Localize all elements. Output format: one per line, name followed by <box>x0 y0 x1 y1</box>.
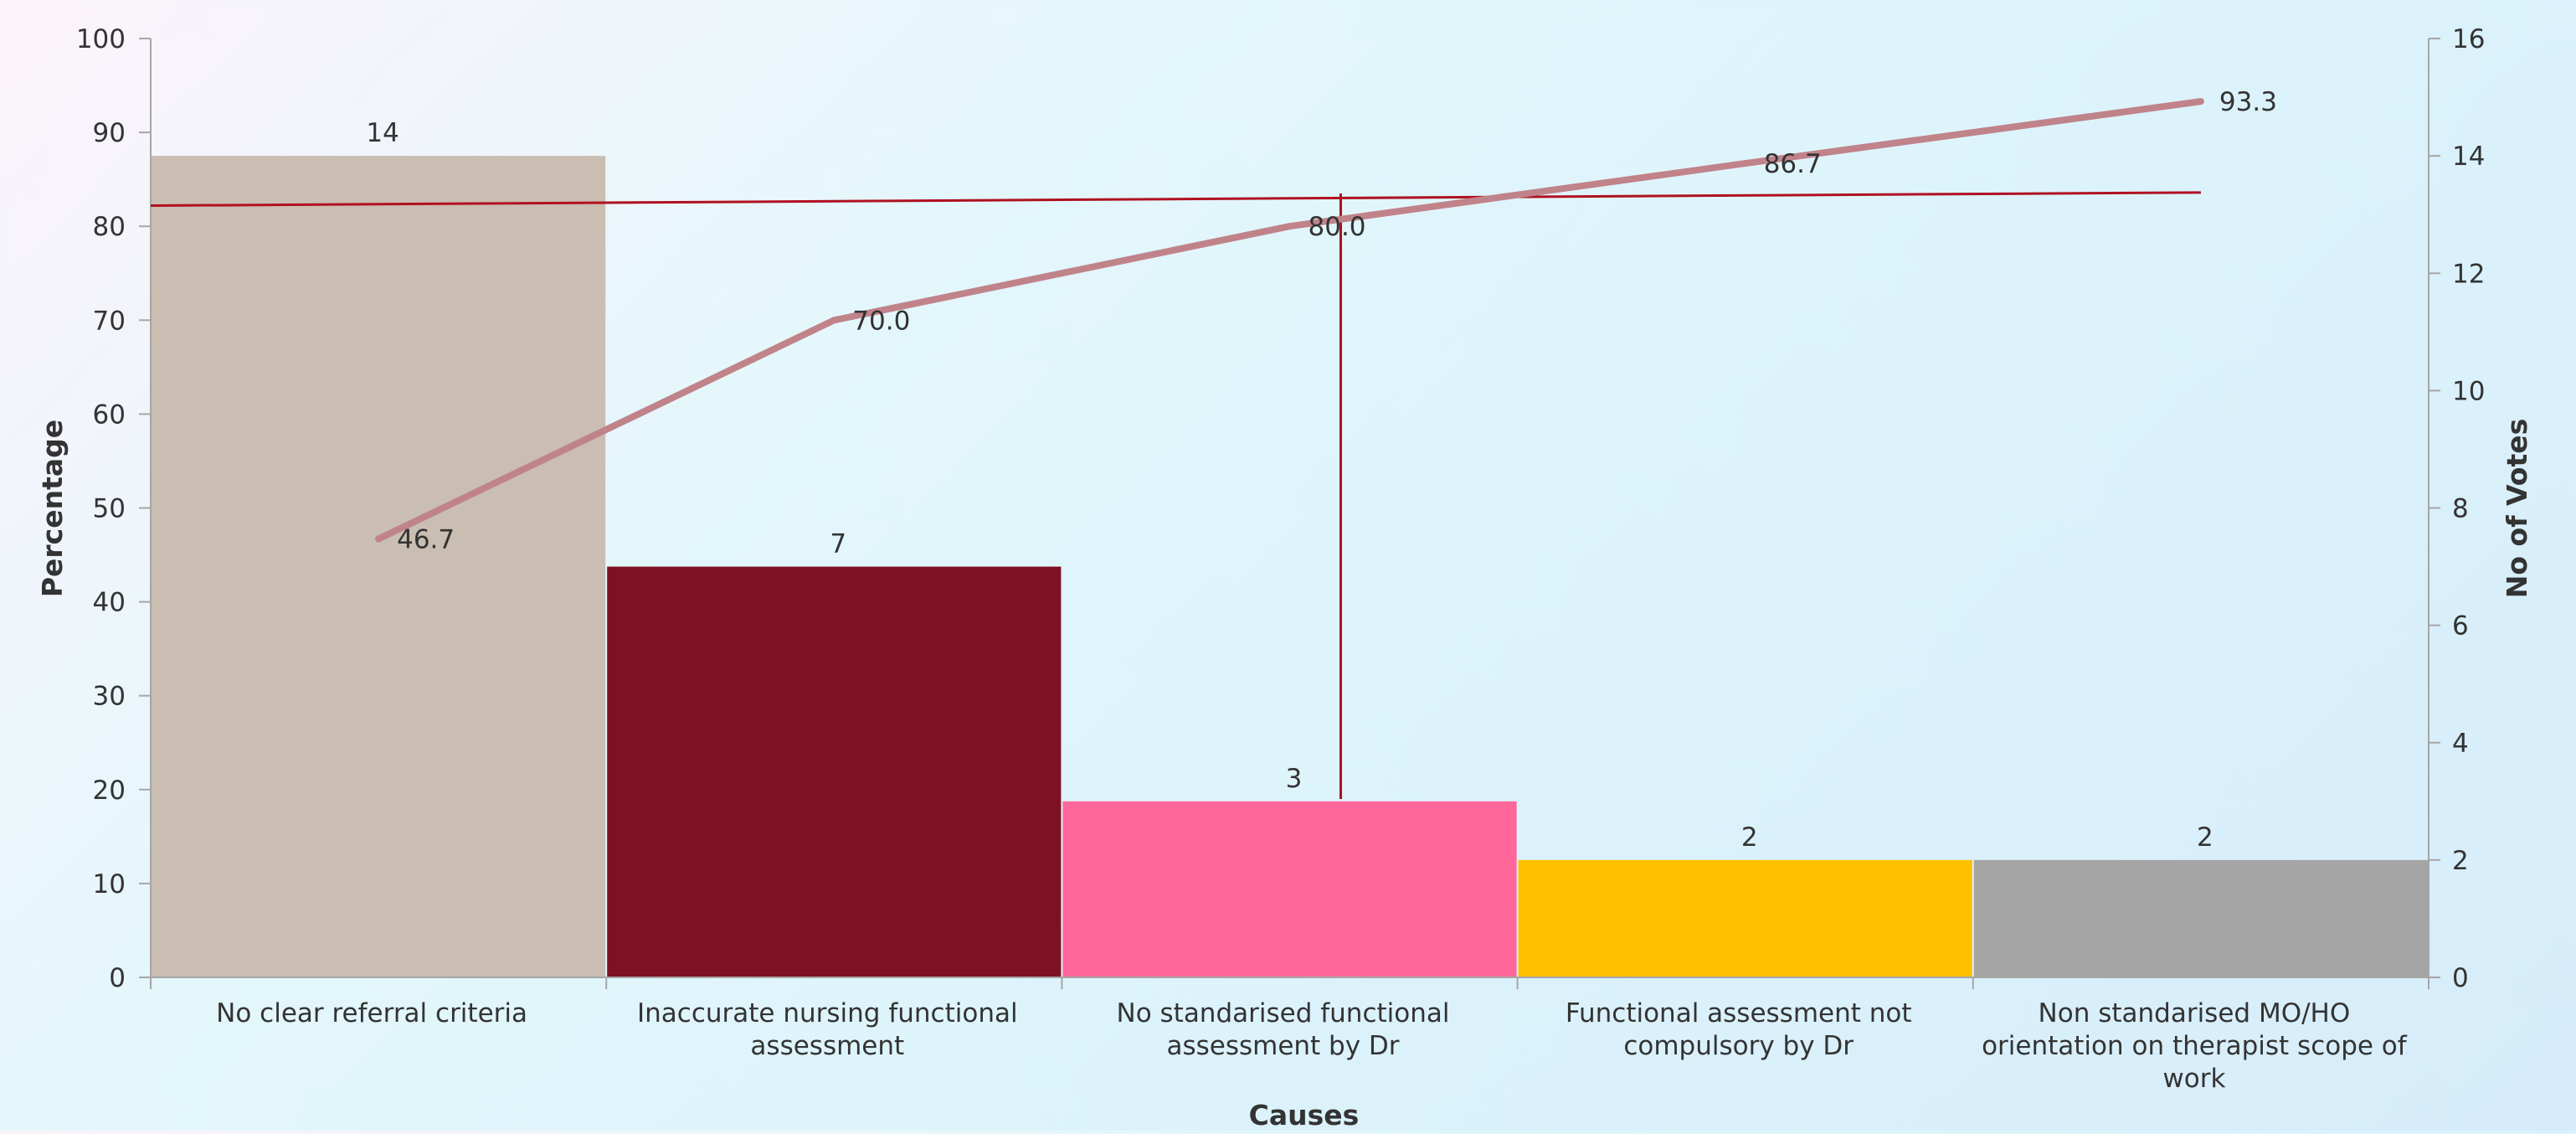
reference-layer <box>150 191 2201 800</box>
cumulative-label-1: 46.7 <box>397 524 455 554</box>
left-tick-label: 70 <box>93 306 126 336</box>
reference-line <box>150 191 2201 208</box>
bar-5 <box>1973 859 2428 977</box>
cumulative-line-layer <box>375 98 2204 543</box>
category-label-line: orientation on therapist scope of <box>1982 1031 2408 1061</box>
bar-value-label-2: 7 <box>830 529 846 559</box>
cumulative-point-3 <box>1286 223 1293 230</box>
category-label-line: No standarised functional <box>1117 998 1450 1028</box>
category-label-3: No standarised functional assessment by D… <box>1117 998 1450 1061</box>
left-tick-label: 90 <box>93 118 126 148</box>
bar-value-label-1: 14 <box>366 118 398 148</box>
category-label-line: compulsory by Dr <box>1623 1031 1854 1061</box>
right-tick-label: 16 <box>2452 24 2485 54</box>
cumulative-point-1 <box>375 535 383 543</box>
right-tick-label: 2 <box>2452 846 2469 876</box>
cumulative-label-4: 86.7 <box>1764 149 1822 179</box>
left-tick-label: 40 <box>93 588 126 618</box>
left-axis-title: Percentage <box>36 420 69 597</box>
bars-layer <box>152 156 2428 977</box>
bar-3 <box>1062 801 1517 977</box>
cumulative-point-2 <box>830 317 838 324</box>
right-tick-label: 6 <box>2452 611 2469 642</box>
left-tick-label: 20 <box>93 776 126 806</box>
right-tick-label: 4 <box>2452 729 2469 759</box>
left-tick-label: 50 <box>93 494 126 524</box>
category-label-1: No clear referral criteria <box>216 998 527 1028</box>
left-tick-label: 30 <box>93 682 126 712</box>
bar-value-label-4: 2 <box>1741 822 1758 853</box>
cumulative-label-2: 70.0 <box>852 306 910 336</box>
right-tick-label: 14 <box>2452 142 2485 172</box>
left-tick-label: 0 <box>109 963 126 993</box>
category-label-5: Non standarised MO/HO orientation on ther… <box>1982 998 2408 1094</box>
bar-4 <box>1518 859 1972 977</box>
left-tick-label: 60 <box>93 399 126 430</box>
cumulative-label-5: 93.3 <box>2219 87 2277 117</box>
right-tick-label: 8 <box>2452 494 2469 524</box>
cumulative-point-5 <box>2197 98 2204 106</box>
bar-value-label-5: 2 <box>2197 822 2214 853</box>
bar-2 <box>607 566 1062 977</box>
right-tick-label: 0 <box>2452 963 2469 993</box>
cumulative-label-3: 80.0 <box>1309 212 1366 242</box>
left-tick-label: 100 <box>76 24 126 54</box>
category-label-line: Non standarised MO/HO <box>2039 998 2351 1028</box>
category-label-line: No clear referral criteria <box>216 998 527 1028</box>
category-label-line: assessment <box>750 1031 904 1061</box>
cumulative-point-4 <box>1741 160 1749 168</box>
axes-layer: 0 10 20 30 40 50 60 70 80 90 100 0 2 4 6 8 10 12 14 16 No cl… <box>36 24 2533 1131</box>
category-label-2: Inaccurate nursing functional assessment <box>637 998 1018 1061</box>
labels-layer: 14 7 3 2 2 46.7 70.0 80.0 86.7 93.3 <box>366 87 2277 853</box>
category-label-4: Functional assessment not compulsory by D… <box>1566 998 1912 1061</box>
category-label-line: assessment by Dr <box>1166 1031 1399 1061</box>
cumulative-line <box>377 98 2202 543</box>
x-axis-title: Causes <box>1249 1099 1360 1131</box>
left-tick-label: 10 <box>93 869 126 899</box>
bar-value-label-3: 3 <box>1286 764 1303 794</box>
category-label-line: Inaccurate nursing functional <box>637 998 1018 1028</box>
category-label-line: work <box>2162 1064 2225 1094</box>
left-tick-label: 80 <box>93 212 126 242</box>
right-tick-label: 12 <box>2452 259 2485 289</box>
category-label-line: Functional assessment not <box>1566 998 1912 1028</box>
right-axis-title: No of Votes <box>2501 419 2533 599</box>
right-tick-label: 10 <box>2452 376 2485 406</box>
bar-1 <box>152 156 606 977</box>
